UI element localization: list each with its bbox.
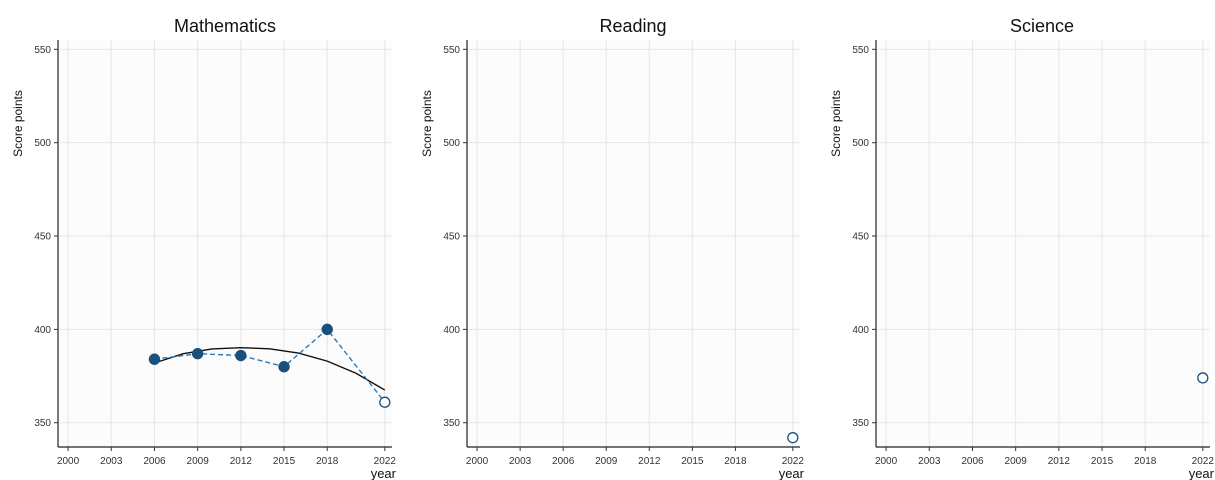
y-axis-label: Score points	[829, 90, 843, 157]
x-tick-labels: 2000 2003 2006 2009 2012 2015 2018 2022	[466, 447, 804, 467]
x-tick-label: 2015	[1091, 456, 1114, 467]
x-tick-label: 2018	[1134, 456, 1157, 467]
chart-title: Reading	[599, 16, 666, 36]
panel-mathematics: 350 400 450 500 550 2000 2003 2006 2009 2012 2015…	[11, 16, 397, 480]
x-tick-label: 2012	[638, 456, 661, 467]
x-tick-labels: 2000 2003 2006 2009 2012 2015 2018 2022	[57, 447, 396, 467]
x-tick-labels: 2000 2003 2006 2009 2012 2015 2018 2022	[875, 447, 1214, 467]
x-tick-label: 2012	[230, 456, 253, 467]
y-tick-label: 350	[852, 418, 869, 429]
data-point	[191, 347, 204, 360]
y-tick-label: 550	[34, 45, 51, 56]
y-tick-label: 450	[34, 232, 51, 243]
series-layer	[1197, 372, 1209, 384]
x-tick-label: 2000	[466, 456, 489, 467]
y-tick-labels: 350 400 450 500 550	[443, 45, 467, 429]
y-tick-label: 350	[443, 418, 460, 429]
y-tick-label: 450	[852, 232, 869, 243]
x-axis-label: year	[371, 466, 397, 480]
grid	[876, 40, 1210, 447]
y-tick-labels: 350 400 450 500 550	[852, 45, 876, 429]
series-layer	[148, 323, 391, 408]
panel-science: 350 400 450 500 550 2000 2003 2006 2009 2012 2015…	[829, 16, 1215, 480]
x-tick-label: 2000	[875, 456, 898, 467]
y-tick-label: 350	[34, 418, 51, 429]
plot-area	[58, 40, 392, 447]
x-tick-label: 2006	[552, 456, 575, 467]
latest-data-point	[379, 396, 391, 408]
x-axis-label: year	[1189, 466, 1215, 480]
x-tick-label: 2000	[57, 456, 80, 467]
y-tick-label: 500	[852, 138, 869, 149]
observed-dashed-line	[154, 328, 386, 403]
x-tick-label: 2003	[918, 456, 941, 467]
y-tick-label: 500	[34, 138, 51, 149]
y-axis-label: Score points	[420, 90, 434, 157]
x-tick-label: 2022	[782, 456, 805, 467]
x-tick-label: 2006	[961, 456, 984, 467]
latest-data-point	[1197, 372, 1209, 384]
data-point	[235, 349, 247, 362]
x-tick-label: 2003	[100, 456, 123, 467]
x-tick-label: 2009	[187, 456, 210, 467]
chart-title: Science	[1010, 16, 1074, 36]
x-tick-label: 2012	[1048, 456, 1071, 467]
x-axis-label: year	[779, 466, 805, 480]
plot-area	[467, 40, 800, 447]
x-tick-label: 2003	[509, 456, 532, 467]
x-tick-label: 2015	[681, 456, 704, 467]
grid	[58, 40, 392, 447]
series-layer	[787, 432, 799, 444]
x-tick-label: 2009	[595, 456, 618, 467]
y-tick-labels: 350 400 450 500 550	[34, 45, 58, 429]
chart-title: Mathematics	[174, 16, 276, 36]
data-point	[321, 323, 333, 336]
plot-area	[876, 40, 1210, 447]
y-tick-label: 400	[443, 325, 460, 336]
data-point	[278, 361, 290, 373]
y-tick-label: 500	[443, 138, 460, 149]
x-tick-label: 2022	[1192, 456, 1215, 467]
y-tick-label: 550	[852, 45, 869, 56]
x-tick-label: 2009	[1005, 456, 1028, 467]
y-tick-label: 400	[34, 325, 51, 336]
x-tick-label: 2018	[316, 456, 339, 467]
y-tick-label: 550	[443, 45, 460, 56]
grid	[467, 40, 800, 447]
x-tick-label: 2022	[374, 456, 397, 467]
x-tick-label: 2015	[273, 456, 296, 467]
y-tick-label: 450	[443, 232, 460, 243]
y-tick-label: 400	[852, 325, 869, 336]
data-point	[148, 353, 161, 365]
x-tick-label: 2006	[143, 456, 166, 467]
latest-data-point	[787, 432, 799, 444]
panel-reading: 350 400 450 500 550 2000 2003 2006 2009 2012 2015…	[420, 16, 805, 480]
y-axis-label: Score points	[11, 90, 25, 157]
x-tick-label: 2018	[724, 456, 747, 467]
